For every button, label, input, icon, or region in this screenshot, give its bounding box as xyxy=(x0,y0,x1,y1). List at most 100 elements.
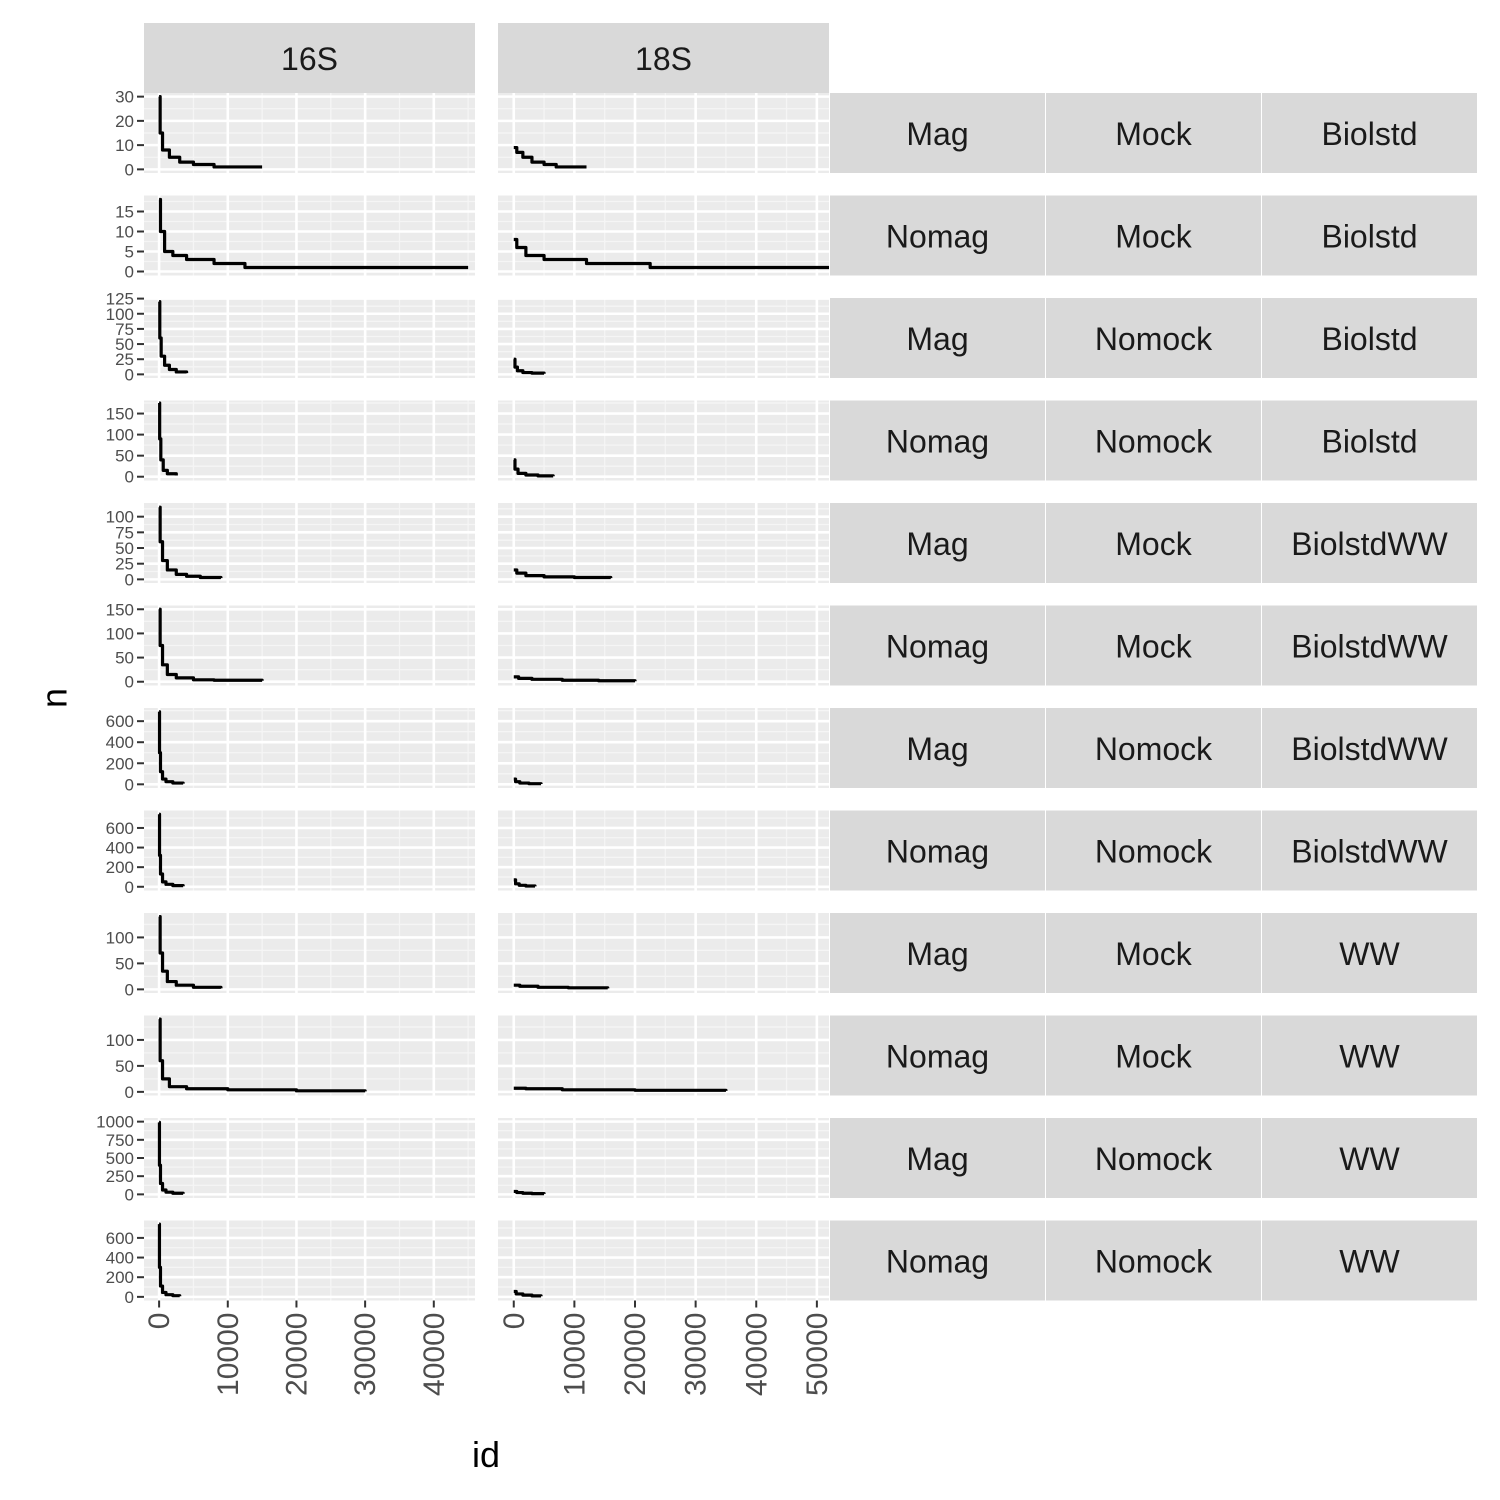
row-strip-mock xyxy=(1046,913,1261,993)
column-strip-label: 18S xyxy=(635,41,692,77)
panel-16S-3 xyxy=(144,400,475,481)
y-tick-label: 200 xyxy=(106,754,134,773)
series-line-16S xyxy=(158,505,223,580)
row-strip-label: WW xyxy=(1339,1141,1400,1177)
series-line-18S xyxy=(513,1289,543,1298)
panel-18S-7 xyxy=(498,810,829,891)
y-tick-label: 20 xyxy=(115,112,134,131)
y-tick-label: 0 xyxy=(125,980,134,999)
row-strip-label: BiolstdWW xyxy=(1291,629,1448,665)
row-strip-label: Mag xyxy=(906,1141,968,1177)
column-strip-label: 16S xyxy=(281,41,338,77)
series-line-16S xyxy=(157,812,185,888)
panel-background xyxy=(144,298,475,378)
panel-18S-5 xyxy=(498,605,829,686)
row-strip-mock xyxy=(1046,195,1261,276)
series-line-16S xyxy=(158,915,223,989)
panel-18S-8 xyxy=(498,913,829,993)
panel-16S-7 xyxy=(144,810,475,891)
y-tick-label: 50 xyxy=(115,335,134,354)
series-line-18S xyxy=(513,237,829,270)
row-strip-mag xyxy=(830,708,1045,788)
y-tick-label: 400 xyxy=(106,1249,134,1268)
series-line-18S xyxy=(513,1086,728,1092)
row-strip-mag xyxy=(830,298,1045,378)
row-strip-ww xyxy=(1262,1118,1477,1198)
y-tick-label: 150 xyxy=(106,405,134,424)
series-line-18S xyxy=(513,458,555,478)
y-tick-label: 600 xyxy=(106,819,134,838)
row-strip-label: Biolstd xyxy=(1321,424,1417,460)
row-strip-label: Nomag xyxy=(886,424,989,460)
panel-background xyxy=(498,913,829,993)
row-strip-mag xyxy=(830,93,1045,173)
panel-18S-9 xyxy=(498,1015,829,1096)
panel-18S-4 xyxy=(498,503,829,583)
series-line-18S xyxy=(513,983,610,990)
x-tick-label: 0 xyxy=(143,1313,176,1330)
y-tick-label: 150 xyxy=(106,600,134,619)
y-tick-label: 50 xyxy=(115,649,134,668)
row-strip-label: Mock xyxy=(1115,629,1192,665)
series-line-16S xyxy=(158,607,264,682)
y-tick-label: 30 xyxy=(115,88,134,107)
row-strip-label: Nomag xyxy=(886,1039,989,1075)
row-strip-biolstd xyxy=(1262,93,1477,173)
y-tick-label: 15 xyxy=(115,203,134,222)
y-tick-label: 25 xyxy=(115,350,134,369)
row-strip-nomag xyxy=(830,810,1045,891)
row-strip-ww xyxy=(1262,1220,1477,1301)
row-strip-label: Nomag xyxy=(886,629,989,665)
y-tick-label: 0 xyxy=(125,570,134,589)
row-strip-biolstd xyxy=(1262,195,1477,276)
panel-18S-6 xyxy=(498,708,829,788)
row-strip-mag xyxy=(830,913,1045,993)
row-strip-nomock xyxy=(1046,400,1261,481)
row-strip-label: BiolstdWW xyxy=(1291,834,1448,870)
row-strip-label: Nomag xyxy=(886,219,989,255)
y-tick-label: 1000 xyxy=(96,1113,134,1132)
row-strip-mag xyxy=(830,503,1045,583)
y-tick-label: 0 xyxy=(125,263,134,282)
row-strip-label: Mock xyxy=(1115,219,1192,255)
y-tick-label: 0 xyxy=(125,878,134,897)
panel-background xyxy=(144,1015,475,1096)
series-line-16S xyxy=(157,710,185,785)
y-tick-label: 400 xyxy=(106,839,134,858)
row-strip-label: Mag xyxy=(906,526,968,562)
series-line-18S xyxy=(513,357,546,375)
y-tick-label: 100 xyxy=(106,426,134,445)
series-line-18S xyxy=(513,777,543,786)
panel-16S-1 xyxy=(144,195,475,276)
row-strip-nomag xyxy=(830,400,1045,481)
row-strip-ww xyxy=(1262,913,1477,993)
series-line-18S xyxy=(513,145,587,169)
row-strip-label: Biolstd xyxy=(1321,116,1417,152)
x-tick-label: 40000 xyxy=(418,1313,451,1396)
y-tick-label: 0 xyxy=(125,1083,134,1102)
row-strip-mock xyxy=(1046,1015,1261,1096)
series-line-16S xyxy=(158,300,189,374)
y-tick-label: 100 xyxy=(106,508,134,527)
y-tick-label: 0 xyxy=(125,673,134,692)
series-line-16S xyxy=(158,401,178,476)
panel-18S-0 xyxy=(498,93,829,173)
series-line-18S xyxy=(513,675,637,683)
row-strip-mag xyxy=(830,1118,1045,1198)
panel-16S-4 xyxy=(144,503,475,583)
row-strip-nomock xyxy=(1046,1220,1261,1301)
panel-18S-11 xyxy=(498,1220,829,1301)
panel-16S-10 xyxy=(144,1118,475,1198)
y-tick-label: 100 xyxy=(106,928,134,947)
y-tick-label: 0 xyxy=(125,468,134,487)
row-strip-ww xyxy=(1262,1015,1477,1096)
row-strip-label: Mock xyxy=(1115,116,1192,152)
row-strip-label: Nomock xyxy=(1095,834,1213,870)
row-strip-biolstd xyxy=(1262,400,1477,481)
y-tick-label: 200 xyxy=(106,1268,134,1287)
y-tick-label: 200 xyxy=(106,858,134,877)
y-tick-label: 50 xyxy=(115,1057,134,1076)
row-strip-biolstd xyxy=(1262,298,1477,378)
y-tick-label: 0 xyxy=(125,1288,134,1307)
y-tick-label: 50 xyxy=(115,954,134,973)
